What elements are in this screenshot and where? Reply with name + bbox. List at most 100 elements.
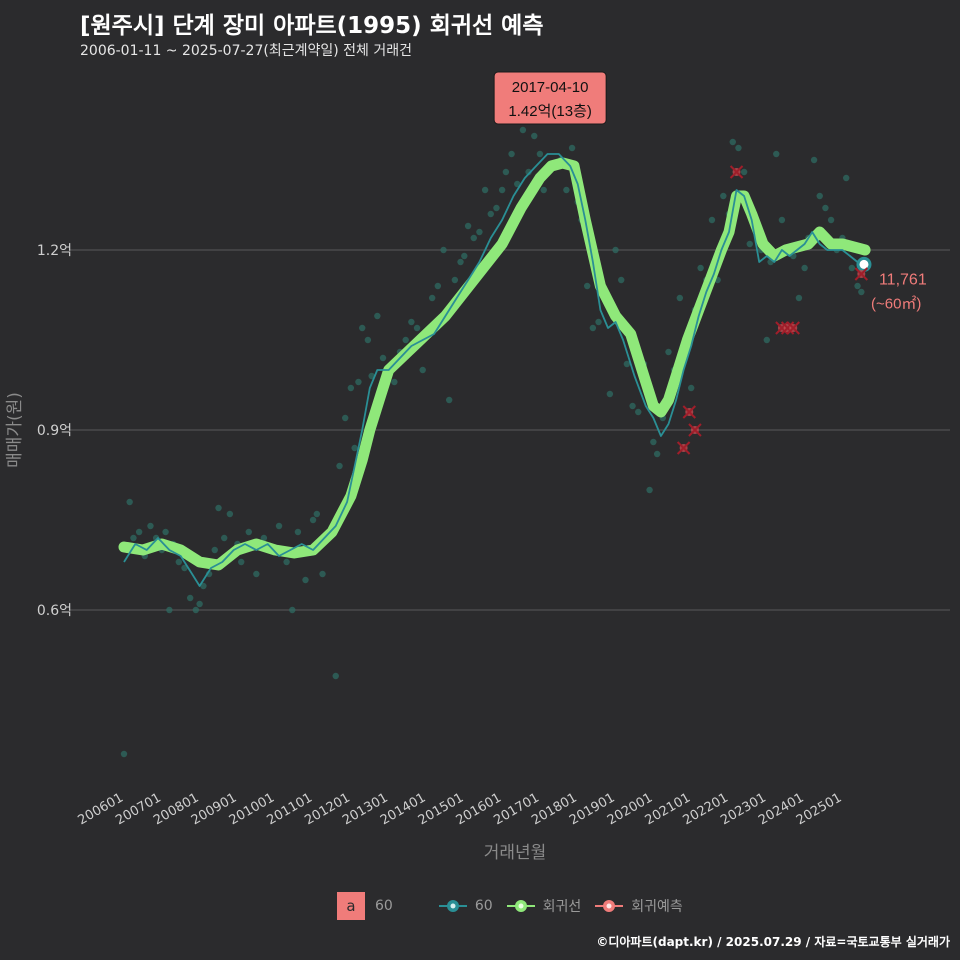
legend-regression-icon <box>506 898 535 914</box>
transaction-point <box>238 558 245 566</box>
transaction-point <box>166 606 173 614</box>
transaction-point <box>778 216 786 224</box>
transaction-point <box>646 486 653 494</box>
transaction-point <box>612 246 619 254</box>
legend-key-label: 60 <box>375 898 393 914</box>
transaction-point <box>843 174 850 182</box>
transaction-point <box>175 558 183 566</box>
transaction-point <box>226 510 234 518</box>
transaction-point <box>283 558 290 566</box>
transaction-point <box>498 186 506 194</box>
transaction-point <box>355 378 362 386</box>
transaction-point <box>364 336 372 344</box>
transaction-point <box>531 132 538 140</box>
transaction-point <box>253 570 260 578</box>
grid-layer <box>70 249 950 611</box>
transaction-point <box>493 204 500 212</box>
transaction-point <box>445 396 453 404</box>
transaction-point <box>697 264 704 272</box>
transaction-point <box>186 594 194 602</box>
source-credit: ©디아파트(dapt.kr) / 2025.07.29 / 자료=국토교통부 실… <box>596 935 950 949</box>
transaction-point <box>854 282 861 290</box>
legend-regression-label: 회귀선 <box>542 899 582 915</box>
transaction-point <box>309 516 317 524</box>
transaction-point <box>260 534 268 542</box>
transaction-point <box>126 498 133 506</box>
transaction-point <box>746 240 753 248</box>
transaction-point <box>332 672 339 680</box>
transaction-point <box>408 318 415 326</box>
moving-average-layer <box>123 153 872 587</box>
transaction-point <box>502 168 510 176</box>
transaction-point <box>391 378 398 386</box>
transaction-point <box>816 192 823 200</box>
chart-title: [원주시] 단계 장미 아파트(1995) 회귀선 예측 <box>80 13 544 39</box>
chart-subtitle: 2006-01-11 ~ 2025-07-27(최근계약일) 전체 거래건 <box>80 43 412 59</box>
transaction-point <box>653 450 661 458</box>
regression-line <box>118 157 871 571</box>
forecast-cross <box>780 321 795 335</box>
moving-average-line <box>123 153 865 587</box>
transaction-point <box>192 606 200 614</box>
x-axis-title: 거래년월 <box>484 843 547 863</box>
annotation-layer: 2017-04-10 1.42억(13층) 11,761 (~60㎡) <box>493 71 927 312</box>
transaction-point <box>313 510 321 518</box>
legend-area-label: 60 <box>474 898 493 914</box>
transaction-point <box>470 234 477 242</box>
transaction-point <box>162 528 169 536</box>
transaction-point <box>795 294 803 302</box>
forecast-cross <box>682 405 696 419</box>
annotation-box <box>493 71 607 125</box>
transaction-point <box>434 282 442 290</box>
transaction-point <box>428 294 436 302</box>
transaction-point <box>341 414 349 422</box>
legend-forecast-label: 회귀예측 <box>631 899 683 915</box>
annotation-date: 2017-04-10 <box>512 79 589 96</box>
y-tick-label: 0.6억 <box>37 603 72 619</box>
transaction-point <box>135 528 143 536</box>
transaction-point <box>514 180 521 188</box>
transaction-point <box>519 126 527 134</box>
transaction-point <box>413 324 421 332</box>
transaction-point <box>336 462 343 470</box>
regression-layer <box>118 157 871 571</box>
transaction-point <box>650 438 657 446</box>
transaction-point <box>827 216 835 224</box>
transaction-point <box>822 204 829 212</box>
end-label-value: 11,761 <box>879 271 927 288</box>
transaction-point <box>606 390 614 398</box>
legend-area-line-icon <box>438 898 467 914</box>
annotation-value: 1.42억(13층) <box>508 103 591 120</box>
forecast-cross <box>729 165 744 179</box>
transaction-point <box>635 408 642 416</box>
legend: a 60 60 회귀선 회귀예측 <box>337 890 683 922</box>
transaction-point <box>402 336 409 344</box>
transaction-point <box>275 522 283 530</box>
transaction-point <box>351 444 358 452</box>
transaction-point <box>773 150 780 158</box>
transaction-point <box>419 366 426 374</box>
transaction-point <box>476 228 483 236</box>
transaction-point <box>440 246 447 254</box>
transaction-point <box>289 606 296 614</box>
forecast-cross <box>688 423 702 437</box>
legend-forecast-icon <box>595 898 624 914</box>
transaction-point <box>763 336 770 344</box>
transaction-point <box>720 192 727 200</box>
transaction-point <box>665 348 672 356</box>
transaction-point <box>457 258 464 266</box>
transaction-point <box>563 186 570 194</box>
forecast-cross <box>786 321 800 335</box>
transaction-point <box>810 156 818 164</box>
transaction-point <box>461 252 468 260</box>
transaction-point <box>245 528 252 536</box>
forecast-cross <box>854 267 869 281</box>
transaction-point <box>464 222 472 230</box>
transaction-point <box>374 312 381 320</box>
y-tick-label: 1.2억 <box>37 243 72 259</box>
transaction-point <box>379 354 387 362</box>
transaction-point <box>740 168 748 176</box>
transaction-point <box>676 294 684 302</box>
transaction-point <box>848 264 856 272</box>
transaction-point <box>347 384 355 392</box>
